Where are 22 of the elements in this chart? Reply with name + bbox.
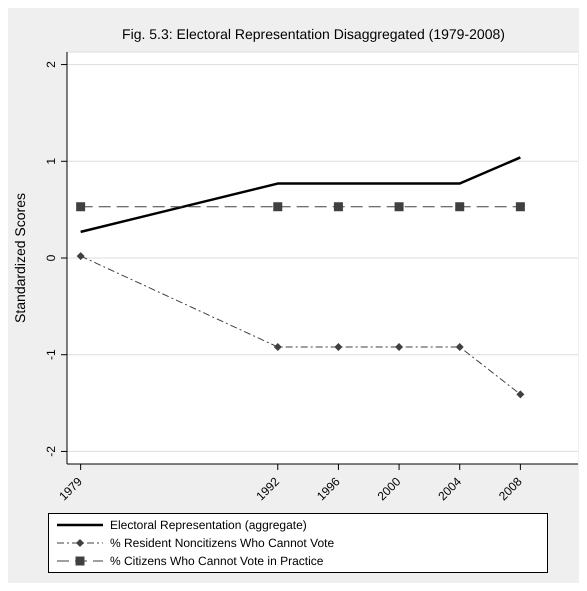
point (334, 342, 342, 351)
y-tick-label: -2 (44, 446, 58, 457)
point (456, 342, 464, 351)
point (76, 252, 85, 260)
y-tick-label: -1 (44, 349, 58, 360)
point (395, 342, 404, 351)
y-tick-label: 2 (44, 60, 58, 68)
point (334, 202, 343, 212)
point (516, 390, 524, 398)
legend-label: Electoral Representation (aggregate) (110, 518, 307, 532)
legend-label: % Resident Noncitizens Who Cannot Vote (110, 536, 334, 550)
point (394, 202, 404, 212)
y-axis-title: Standardized Scores (12, 193, 28, 323)
point (274, 342, 282, 351)
point (516, 202, 525, 212)
chart-title: Fig. 5.3: Electoral Representation Disaggregated (1979-2008) (121, 25, 506, 44)
point (76, 202, 86, 212)
point (455, 202, 464, 212)
legend-label: % Citizens Who Cannot Vote in Practice (110, 554, 324, 568)
point (273, 202, 282, 212)
y-tick-label: 1 (44, 158, 58, 165)
y-tick-label: 0 (44, 254, 58, 262)
